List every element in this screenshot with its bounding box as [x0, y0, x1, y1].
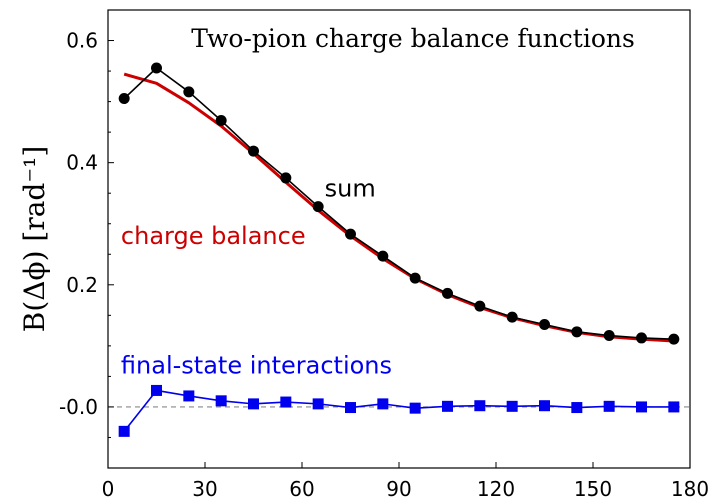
- annotation-final-state-interactions: final-state interactions: [121, 351, 392, 379]
- data-point-sum: [636, 332, 647, 344]
- data-point-sum: [118, 93, 130, 105]
- chart-title: Two-pion charge balance functions: [191, 24, 635, 53]
- data-point-sum: [409, 272, 421, 284]
- data-point-sum: [506, 311, 518, 323]
- y-tick-label: 0.2: [66, 273, 98, 297]
- x-axis: 0 30 60 90 120 150 180: [102, 462, 709, 501]
- y-tick-label: 0.4: [66, 151, 98, 175]
- data-point-fsi: [118, 425, 130, 437]
- data-point-sum: [474, 300, 486, 312]
- data-point-fsi: [183, 390, 195, 402]
- data-point-sum: [183, 86, 195, 98]
- data-point-sum: [603, 329, 615, 341]
- data-point-sum: [442, 287, 453, 299]
- series-annotations: sum charge balance final-state interaction…: [121, 174, 392, 379]
- data-point-fsi: [312, 398, 324, 410]
- annotation-sum: sum: [325, 174, 376, 202]
- data-point-fsi: [345, 402, 356, 414]
- data-point-fsi: [539, 400, 550, 412]
- data-point-fsi: [636, 401, 647, 413]
- data-point-fsi: [506, 400, 518, 412]
- x-tick-label: 180: [671, 477, 709, 501]
- x-tick-label: 90: [386, 477, 411, 501]
- y-tick-label: -0.0: [59, 395, 98, 419]
- data-point-fsi: [248, 398, 259, 410]
- data-point-fsi: [668, 401, 680, 413]
- y-axis: -0.0 0.2 0.4 0.6: [59, 9, 114, 469]
- y-axis-label: B(Δϕ) [rad⁻¹]: [18, 146, 51, 332]
- series-line-final-state-interactions: [123, 389, 674, 432]
- data-point-sum: [668, 333, 680, 345]
- data-point-fsi: [571, 402, 583, 414]
- data-point-sum: [151, 62, 162, 74]
- data-point-sum: [571, 326, 583, 338]
- data-point-fsi: [409, 402, 421, 414]
- series-line-charge-balance: [123, 72, 674, 343]
- data-point-fsi: [280, 396, 292, 408]
- data-point-sum: [377, 250, 389, 262]
- x-tick-label: 0: [102, 477, 115, 501]
- annotation-charge-balance: charge balance: [121, 222, 306, 250]
- data-point-fsi: [151, 384, 162, 396]
- y-tick-label: 0.6: [66, 29, 98, 53]
- data-point-fsi: [474, 400, 486, 412]
- data-point-sum: [539, 318, 550, 330]
- data-point-sum: [312, 201, 324, 213]
- x-tick-label: 150: [574, 477, 612, 501]
- data-point-sum: [248, 145, 259, 157]
- x-tick-label: 60: [289, 477, 314, 501]
- data-point-sum: [215, 115, 227, 127]
- x-tick-label: 30: [192, 477, 217, 501]
- data-point-sum: [345, 228, 356, 240]
- series-line-sum: [123, 67, 674, 340]
- series-markers: [118, 62, 680, 437]
- data-point-fsi: [377, 398, 389, 410]
- data-point-fsi: [215, 395, 227, 407]
- data-point-sum: [280, 172, 292, 184]
- x-tick-label: 120: [477, 477, 515, 501]
- data-point-fsi: [442, 400, 453, 412]
- data-point-fsi: [603, 400, 615, 412]
